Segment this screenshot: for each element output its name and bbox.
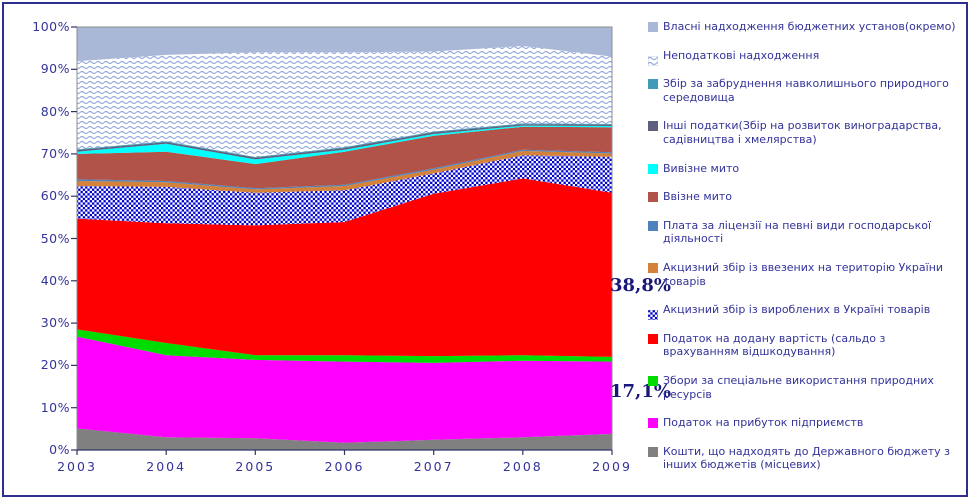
x-axis-label: 2008 (502, 459, 543, 474)
legend-label: Кошти, що надходять до Державного бюджет… (663, 444, 950, 472)
legend-swatch-icon (648, 121, 658, 132)
legend-label: Власні надходження бюджетних установ(окр… (663, 20, 956, 33)
area-series-9 (77, 124, 612, 160)
legend-swatch-icon (647, 305, 659, 321)
legend-item[interactable]: Інші податки(Збір на розвиток виноградар… (648, 119, 960, 147)
area-series-12 (77, 27, 612, 62)
x-axis-label: 2006 (324, 459, 365, 474)
area-series-0 (77, 428, 612, 450)
legend-swatch-icon (648, 220, 658, 231)
legend-item[interactable]: Податок на додану вартість (сальдо з вра… (648, 332, 960, 360)
legend-item[interactable]: Вивізне мито (648, 162, 960, 176)
legend-item[interactable]: Акцизний збір із ввезених на територію У… (648, 261, 960, 289)
legend: Власні надходження бюджетних установ(окр… (647, 20, 960, 473)
y-axis-label: 20% (40, 357, 70, 373)
legend-label: Неподаткові надходження (663, 48, 820, 62)
legend-swatch-icon (648, 418, 658, 428)
legend-swatch-icon (648, 262, 658, 273)
legend-item[interactable]: Ввізне мито (648, 190, 960, 204)
legend-label: Інші податки(Збір на розвиток виноградар… (663, 119, 942, 146)
x-axis-label: 2009 (592, 459, 632, 474)
legend-label: Акцизний збір із вироблених в Україні то… (663, 303, 931, 316)
legend-swatch-icon (648, 22, 658, 32)
legend-item[interactable]: Плата за ліцензії на певні види господар… (648, 219, 960, 247)
legend-item[interactable]: Власні надходження бюджетних установ(окр… (648, 20, 960, 34)
legend-label: Податок на прибуток підприємств (663, 416, 864, 429)
x-axis-label: 2007 (413, 459, 454, 474)
legend-swatch-icon (648, 163, 658, 174)
y-axis-label: 80% (40, 103, 70, 119)
legend-label: Ввізне мито (663, 190, 732, 203)
y-axis-label: 50% (40, 230, 70, 246)
area-series-8 (77, 125, 612, 165)
area-series-10 (77, 123, 612, 158)
series-value-label: 38,8% (610, 275, 671, 297)
legend-swatch-icon (648, 79, 658, 89)
y-axis-label: 90% (40, 61, 70, 77)
legend-item[interactable]: Податок на прибуток підприємств (648, 416, 960, 430)
area-series-3 (77, 178, 612, 357)
legend-swatch-icon (648, 375, 658, 386)
legend-item[interactable]: Кошти, що надходять до Державного бюджет… (648, 445, 960, 473)
x-axis-label: 2005 (235, 459, 276, 474)
legend-item[interactable]: Збір за забруднення навколишнього природ… (648, 77, 960, 105)
area-series-4 (77, 155, 612, 226)
legend-label: Збір за забруднення навколишнього природ… (663, 77, 949, 104)
legend-item[interactable]: Акцизний збір із вироблених в Україні то… (647, 303, 960, 321)
y-axis-label: 40% (40, 272, 70, 288)
x-axis-label: 2003 (57, 459, 97, 474)
legend-item[interactable]: Збори за спеціальне використання природн… (648, 374, 960, 402)
y-axis-label: 0% (49, 442, 70, 457)
x-axis-label: 2004 (146, 459, 187, 474)
area-series-5 (77, 150, 612, 193)
legend-label: Акцизний збір із ввезених на територію У… (663, 260, 944, 288)
area-series-1 (77, 336, 612, 443)
area-series-6 (77, 149, 612, 190)
legend-label: Податок на додану вартість (сальдо з вра… (663, 331, 886, 359)
legend-label: Збори за спеціальне використання природн… (663, 373, 934, 401)
series-value-label: 17,1% (610, 381, 671, 403)
area-series-11 (77, 46, 612, 157)
legend-label: Плата за ліцензії на певні види господар… (663, 218, 932, 246)
legend-swatch-icon (647, 51, 659, 66)
legend-swatch-icon (648, 333, 658, 344)
y-axis-label: 30% (40, 315, 70, 331)
y-axis-label: 10% (40, 399, 70, 415)
area-series-7 (77, 126, 612, 189)
legend-item[interactable]: Неподаткові надходження (647, 48, 960, 66)
legend-swatch-icon (648, 192, 658, 202)
y-axis-label: 60% (40, 188, 70, 204)
legend-label: Вивізне мито (663, 161, 740, 175)
y-axis-label: 100% (32, 19, 70, 34)
area-series-2 (77, 329, 612, 363)
legend-swatch-icon (648, 446, 658, 457)
y-axis-label: 70% (40, 145, 70, 161)
